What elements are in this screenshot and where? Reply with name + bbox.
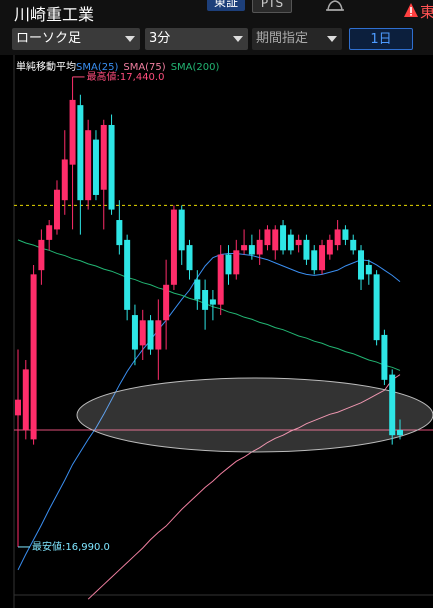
candle-body (381, 334, 388, 380)
candle-body (280, 225, 287, 251)
candle-body (92, 139, 99, 195)
candle-body (170, 209, 177, 285)
range-button[interactable]: 1日 (349, 28, 413, 50)
candle-body (61, 159, 68, 201)
candle-body (108, 124, 115, 210)
candle-body (46, 225, 53, 240)
bell-icon[interactable] (324, 0, 346, 12)
candle-body (311, 250, 318, 271)
candle-body (397, 429, 403, 436)
candle-body (389, 374, 396, 436)
candle-body (53, 189, 60, 230)
alert-text: 東 (420, 3, 433, 21)
chart-kind-select[interactable]: ローソク足 (12, 28, 140, 50)
candle-body (131, 315, 138, 350)
candle-body (15, 399, 21, 416)
candle-body (233, 250, 240, 275)
candle-body (100, 124, 107, 190)
candle-body (373, 274, 380, 341)
sma-line (17, 239, 401, 371)
range: 1日 (370, 32, 392, 47)
candle-body (241, 245, 248, 251)
candle-body (139, 320, 146, 346)
annotation-label: 最高値:17,440.0 (87, 70, 165, 83)
candle-body (155, 320, 162, 350)
candle-body (209, 299, 216, 305)
candle-body (342, 229, 349, 240)
candle-body (217, 254, 224, 305)
pts-tab[interactable]: PTS (252, 0, 292, 13)
candle-body (256, 239, 263, 255)
annotation-label: 最安値:16,990.0 (32, 540, 110, 553)
candle-body (350, 239, 357, 251)
candle-body (225, 254, 232, 275)
candle-body (178, 209, 185, 251)
candle-body (124, 239, 131, 310)
candle-body (22, 369, 29, 430)
candle-body (358, 250, 365, 280)
warning-icon[interactable] (403, 2, 419, 18)
candle-body (272, 229, 279, 251)
candle-body (116, 220, 123, 246)
toolbar: ローソク足 3分 期間指定 1日 (0, 24, 433, 55)
candle-body (264, 229, 271, 246)
sma-line (17, 252, 401, 571)
candle-body (163, 284, 170, 321)
candle-body (365, 264, 372, 275)
candle-body (186, 245, 193, 271)
candle-body (69, 99, 76, 165)
market-tab[interactable]: 東証 (207, 0, 245, 11)
sma-line (87, 374, 401, 600)
legend-title: 単純移動平均 (16, 60, 76, 73)
legend-entry: SMA(25) (76, 62, 118, 73)
period: 期間指定 (256, 31, 309, 46)
candle-body (319, 245, 326, 271)
candle-body (194, 279, 201, 300)
header-bar: 川崎重工業 東証 PTS 東 (0, 0, 433, 24)
candle-body (85, 130, 92, 201)
candle-body (303, 239, 310, 260)
candle-body (77, 105, 84, 201)
legend-entry: SMA(200) (171, 62, 220, 73)
candle-body (147, 320, 154, 350)
candle-body (38, 239, 45, 271)
highlight-ellipse (76, 377, 433, 453)
chart: 単純移動平均 最高値:17,440.0 最安値:16,990.0 SMA(25) S… (0, 55, 433, 608)
candle-body (326, 239, 333, 255)
chart-kind: ローソク足 (16, 31, 82, 46)
period-select[interactable]: 期間指定 (252, 28, 342, 50)
interval-select[interactable]: 3分 (145, 28, 248, 50)
candle-body (295, 239, 302, 246)
candle-body (248, 245, 255, 255)
candle-body (334, 229, 341, 246)
candle-body (30, 274, 37, 440)
candle-body (287, 234, 294, 251)
company-name: 川崎重工業 (14, 5, 95, 24)
interval: 3分 (149, 31, 171, 46)
legend-entry: SMA(75) (123, 62, 165, 73)
candle-body (202, 290, 209, 310)
